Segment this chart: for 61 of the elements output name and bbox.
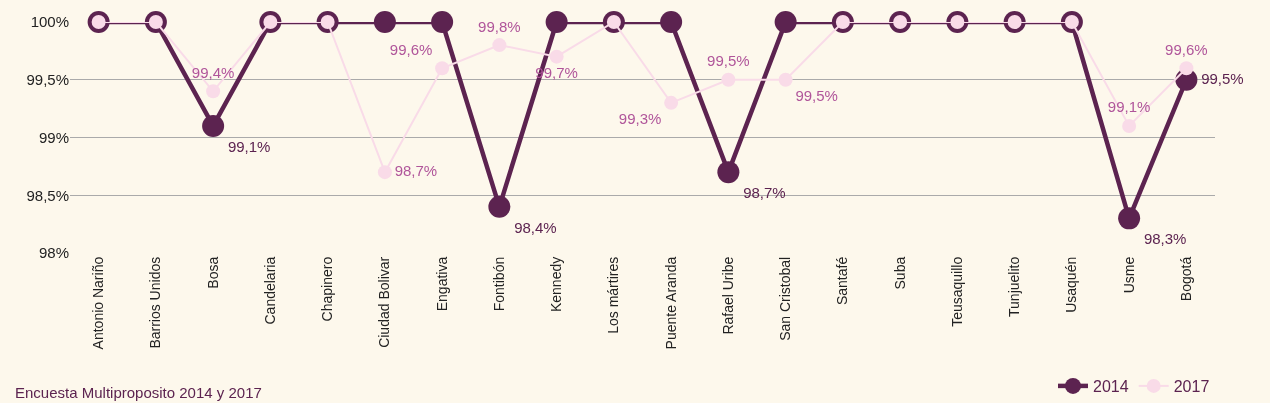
legend-label: 2014: [1093, 378, 1129, 396]
x-tick-label: Santafé: [834, 256, 851, 306]
x-tick-label: Bogotá: [1177, 256, 1194, 302]
point: [774, 11, 797, 33]
y-tick-label: 100%: [30, 13, 69, 31]
x-tick-label: Fontibón: [490, 256, 507, 312]
point: [778, 72, 793, 87]
x-tick-label: Tunjuelito: [1006, 256, 1023, 317]
x-tick-label: Suba: [891, 256, 908, 290]
point: [202, 114, 225, 137]
x-tick-label: Antonio Nariño: [90, 256, 107, 350]
y-tick-label: 99%: [38, 128, 69, 146]
x-tick-label: Ciudad Bolivar: [376, 256, 393, 348]
x-tick-label: Bosa: [204, 256, 221, 289]
point: [1118, 207, 1141, 230]
data-label: 99,1%: [227, 137, 271, 155]
x-tick-label: Puente Aranda: [662, 256, 679, 350]
point: [1179, 61, 1194, 76]
text: Encuesta Multiproposito 2014 y 2017: [15, 384, 262, 401]
x-tick-label: Barrios Unidos: [147, 256, 164, 349]
data-label: 99,5%: [795, 86, 838, 104]
x-tick-label: Teusaquillo: [948, 256, 965, 327]
point: [488, 195, 511, 218]
data-label: 98,4%: [514, 218, 557, 236]
point: [721, 72, 736, 87]
data-label: 99,5%: [1201, 69, 1244, 87]
legend-label: 2017: [1173, 378, 1210, 396]
data-label: 99,8%: [478, 17, 521, 35]
data-label: 99,3%: [618, 109, 662, 127]
y-tick-label: 98%: [38, 244, 69, 262]
point: [1122, 118, 1137, 133]
data-label: 99,1%: [1107, 98, 1151, 116]
point: [377, 165, 392, 180]
x-tick-label: Rafael Uribe: [719, 256, 736, 335]
point: [373, 11, 396, 33]
x-tick-label: Los mártires: [605, 256, 622, 334]
x-tick-label: San Cristobal: [777, 256, 794, 341]
x-tick-label: Chapinero: [319, 256, 336, 322]
point: [549, 49, 564, 64]
data-label: 99,6%: [389, 40, 433, 58]
x-tick-label: Engativa: [433, 256, 450, 312]
x-tick-label: Usme: [1120, 256, 1137, 294]
data-label: 99,4%: [191, 63, 235, 81]
point: [545, 11, 568, 33]
point: [492, 38, 507, 53]
point: [206, 84, 221, 99]
data-label: 99,5%: [707, 52, 750, 70]
data-label: 98,3%: [1143, 230, 1187, 248]
y-tick-label: 98,5%: [26, 186, 69, 204]
data-label: 98,7%: [394, 161, 438, 179]
data-label: 98,7%: [743, 184, 786, 202]
point: [435, 61, 450, 76]
x-tick-label: Kennedy: [548, 256, 565, 313]
x-tick-label: Candelaria: [261, 256, 278, 325]
data-label: 99,6%: [1165, 40, 1208, 58]
point: [431, 11, 454, 33]
point: [660, 11, 683, 33]
point: [717, 161, 740, 184]
y-tick-label: 99,5%: [26, 71, 69, 88]
point: [664, 95, 679, 110]
x-tick-label: Usaquén: [1063, 256, 1080, 313]
